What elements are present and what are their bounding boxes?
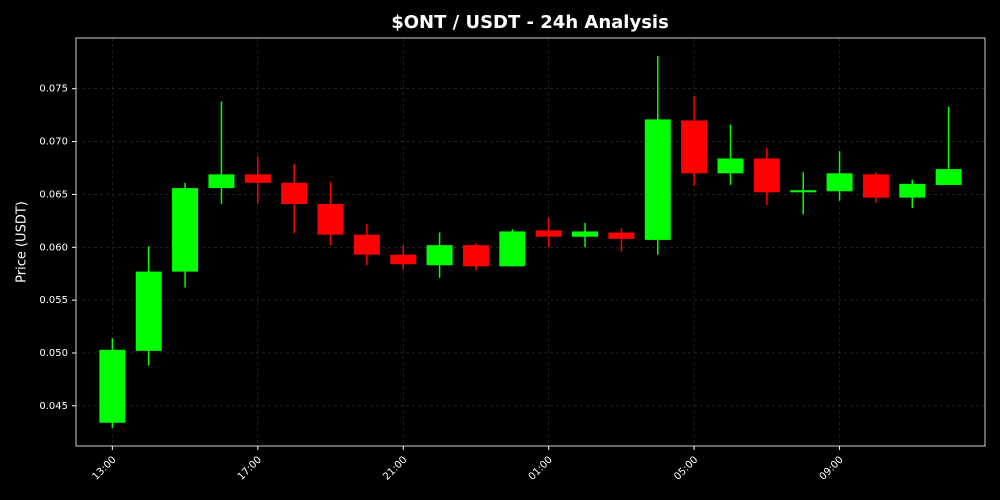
- y-tick-label: 0.055: [39, 295, 68, 306]
- y-tick-label: 0.065: [39, 189, 68, 200]
- candle-body: [535, 230, 562, 237]
- y-tick-label: 0.045: [39, 401, 68, 412]
- candle-body: [572, 231, 599, 237]
- plot-frame: [75, 37, 986, 447]
- candle-body: [99, 349, 126, 423]
- y-tick-label: 0.060: [39, 242, 68, 253]
- candle-body: [172, 188, 199, 272]
- candle-body: [281, 182, 308, 204]
- candle-body: [390, 254, 417, 265]
- candle-body: [208, 174, 235, 189]
- y-tick-label: 0.050: [39, 348, 68, 359]
- candle-body: [317, 203, 344, 235]
- candle-body: [608, 232, 635, 239]
- chart-title: $ONT / USDT - 24h Analysis: [391, 12, 669, 33]
- candle-body: [135, 271, 162, 351]
- candle-body: [717, 158, 744, 174]
- candle-body: [935, 169, 962, 185]
- candle-body: [862, 174, 889, 198]
- candle-body: [826, 173, 853, 192]
- y-axis-label: Price (USDT): [15, 201, 30, 283]
- y-tick-label: 0.075: [39, 84, 68, 95]
- candle-body: [899, 183, 926, 198]
- candle-body: [644, 119, 671, 240]
- candle-body: [681, 120, 708, 174]
- candle-body: [790, 190, 817, 193]
- candle-body: [426, 245, 453, 266]
- candle-body: [462, 245, 489, 267]
- y-tick-label: 0.070: [39, 137, 68, 148]
- candle-body: [244, 174, 271, 183]
- candle-body: [353, 234, 380, 255]
- candle-body: [499, 231, 526, 267]
- plot-area: 0.0450.0500.0550.0600.0650.0700.07513:00…: [39, 38, 985, 483]
- candle-body: [753, 158, 780, 193]
